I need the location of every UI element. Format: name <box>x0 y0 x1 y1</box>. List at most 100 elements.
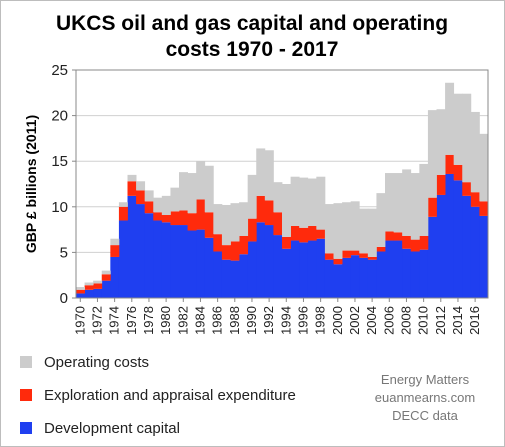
area-segment <box>239 202 249 236</box>
chart-title-line-1: UKCS oil and gas capital and operating <box>56 12 448 35</box>
area-segment <box>84 289 94 298</box>
x-tick-label: 1974 <box>107 306 122 335</box>
area-segment <box>256 222 266 298</box>
area-segment <box>230 260 240 298</box>
x-tick-label: 1970 <box>72 306 87 335</box>
area-segment <box>479 215 489 298</box>
x-tick-label: 1998 <box>313 306 328 335</box>
area-segment <box>290 240 300 298</box>
area-segment <box>264 150 274 201</box>
area-segment <box>316 238 326 298</box>
area-segment <box>436 109 446 175</box>
area-segment <box>307 225 317 241</box>
y-tick-label: 5 <box>60 244 68 261</box>
chart-title-line-2: costs 1970 - 2017 <box>166 38 339 61</box>
area-segment <box>350 250 360 256</box>
area-segment <box>213 251 223 298</box>
x-tick-label: 1994 <box>278 306 293 335</box>
area-segment <box>479 201 489 216</box>
area-segment <box>144 190 154 202</box>
area-segment <box>453 93 463 165</box>
area-segment <box>230 241 240 261</box>
area-segment <box>410 239 420 252</box>
area-segment <box>393 173 403 233</box>
x-tick-label: 1990 <box>244 306 259 335</box>
area-segment <box>427 216 437 298</box>
area-segment <box>93 280 103 284</box>
area-segment <box>410 251 420 298</box>
area-segment <box>333 203 343 259</box>
x-tick-label: 2016 <box>467 306 482 335</box>
y-axis-ticks: 0 5 10 15 20 25 <box>51 62 76 307</box>
area-segment <box>153 197 163 213</box>
legend: Operating costs Exploration and appraisal… <box>20 354 296 437</box>
x-tick-label: 1986 <box>210 306 225 335</box>
area-segment <box>204 237 214 298</box>
area-segment <box>221 245 231 260</box>
area-segment <box>161 215 171 223</box>
area-segment <box>118 206 128 221</box>
area-segment <box>179 225 188 298</box>
plot-border <box>75 69 489 299</box>
area-segment <box>93 288 103 298</box>
area-segment <box>402 248 412 298</box>
area-segment <box>453 180 463 298</box>
area-segment <box>282 248 291 298</box>
x-tick-label: 1984 <box>192 306 207 335</box>
area-segment <box>101 270 111 275</box>
area-segment <box>110 245 120 257</box>
area-segment <box>239 254 249 298</box>
credit-line: euanmearns.com <box>375 390 475 405</box>
y-tick-label: 25 <box>51 62 68 79</box>
area-segment <box>342 257 352 298</box>
area-segment <box>239 235 249 255</box>
area-segment <box>118 220 128 298</box>
legend-swatch <box>20 389 32 401</box>
x-tick-label: 1996 <box>295 306 310 335</box>
legend-label: Development capital <box>44 420 180 437</box>
area-segment <box>170 211 180 226</box>
y-axis-label: GBP £ billions (2011) <box>23 115 39 253</box>
area-segment <box>307 240 317 298</box>
x-tick-label: 2000 <box>330 306 345 335</box>
x-tick-label: 2014 <box>450 306 465 335</box>
area-segment <box>290 176 300 226</box>
area-segment <box>144 213 154 298</box>
legend-swatch <box>20 356 32 368</box>
x-axis-ticks: 1970 1972 1974 1976 1978 1980 1982 1984 1986 1988… <box>72 298 482 335</box>
series-0 <box>76 173 489 298</box>
area-segment <box>470 206 480 298</box>
area-segment <box>333 258 343 265</box>
area-segment <box>316 176 326 230</box>
area-segment <box>376 193 386 247</box>
area-segment <box>196 199 206 230</box>
area-segment <box>273 235 283 298</box>
area-segment <box>213 204 223 235</box>
area-segment <box>204 212 214 238</box>
area-segment <box>445 82 455 155</box>
area-segment <box>221 259 231 298</box>
area-segment <box>84 285 94 290</box>
area-segment <box>307 178 317 226</box>
area-segment <box>462 195 472 298</box>
stacked-areas <box>76 82 489 298</box>
area-segment <box>299 242 309 298</box>
area-segment <box>196 161 206 200</box>
credit-line: DECC data <box>392 408 459 423</box>
x-tick-label: 2006 <box>381 306 396 335</box>
x-tick-label: 2008 <box>398 306 413 335</box>
series-2 <box>76 82 489 290</box>
area-segment <box>376 251 386 298</box>
area-segment <box>110 256 120 298</box>
area-segment <box>385 231 394 241</box>
x-tick-label: 1988 <box>227 306 242 335</box>
area-segment <box>247 218 257 242</box>
area-segment <box>76 289 85 294</box>
area-segment <box>256 195 266 223</box>
area-segment <box>367 208 377 257</box>
area-segment <box>204 165 214 213</box>
y-tick-label: 10 <box>51 199 68 216</box>
credit-line: Energy Matters <box>381 372 470 387</box>
area-segment <box>187 230 197 298</box>
